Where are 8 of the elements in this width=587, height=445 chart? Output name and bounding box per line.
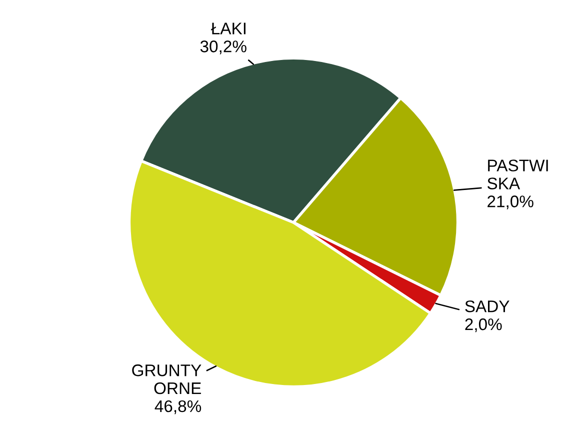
slice-label: SADY [465, 300, 510, 312]
slice-label: ŁAKI [211, 22, 246, 34]
data-label: 46,8% [154, 400, 202, 414]
data-label: 21,0% [488, 196, 534, 210]
data-label: 2,0% [465, 318, 502, 332]
slice-label: GRUNTY ORNE [132, 364, 202, 394]
slice-label: PASTWI SKA [487, 160, 548, 190]
data-label: 30,2% [200, 40, 246, 54]
